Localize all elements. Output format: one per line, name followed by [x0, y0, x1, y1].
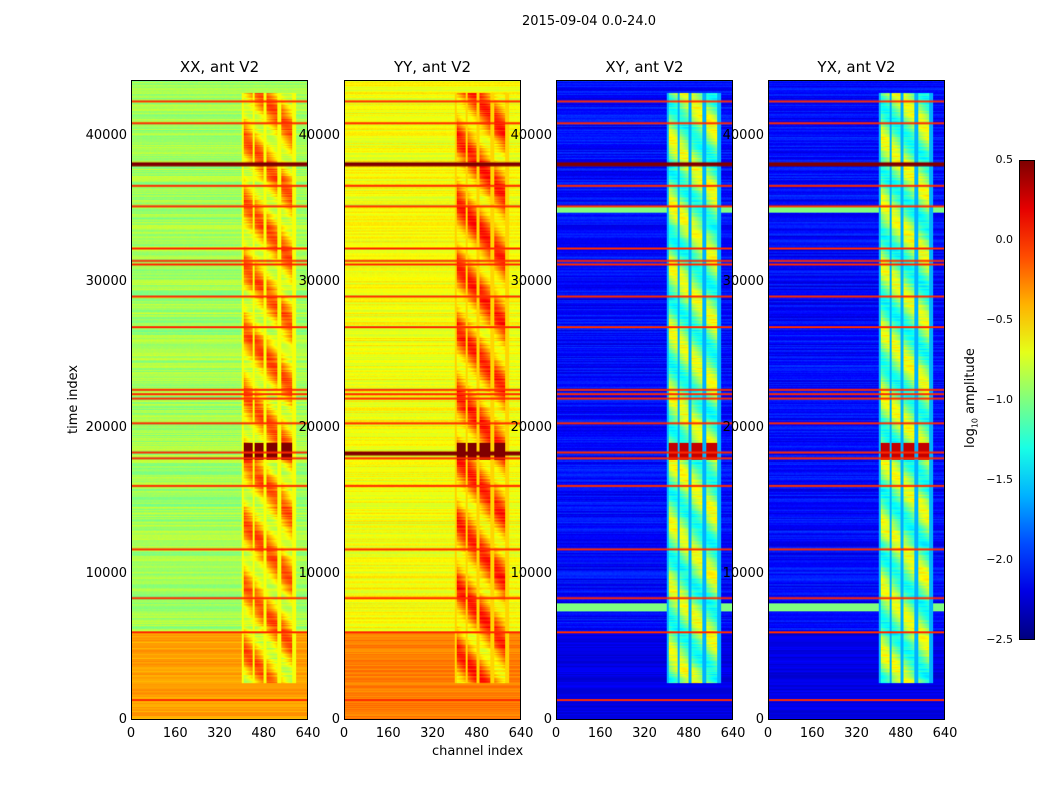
x-tick-label: 480 [464, 726, 490, 741]
x-tick-label: 640 [932, 726, 958, 741]
heatmap-panel-3: YX, ant V2 0 160 320 480 640 0 10000 20000 30000 4… [723, 58, 958, 741]
heatmap-panel-1: YY, ant V2 0 160 320 480 640 0 10000 20000 30000 4… [299, 58, 534, 741]
x-tick-label: 0 [126, 726, 136, 741]
y-tick-label: 10000 [85, 565, 127, 581]
x-tick-label: 320 [207, 726, 232, 741]
y-tick-label: 40000 [722, 127, 764, 143]
y-axis-label: time index [66, 364, 81, 434]
x-tick-label: 0 [339, 726, 349, 741]
x-tick-label: 320 [420, 726, 445, 741]
x-tick-label: 160 [375, 726, 401, 741]
x-tick-label: 160 [799, 726, 825, 741]
x-tick-label: 320 [632, 726, 657, 741]
colorbar-tick-label: −2.0 [986, 553, 1013, 566]
y-tick-label: 30000 [510, 273, 552, 289]
colorbar-tick-label: −1.0 [986, 393, 1013, 406]
heatmap-image [768, 80, 945, 720]
colorbar-tick-label: −0.5 [986, 313, 1013, 326]
panel-title: YY, ant V2 [393, 58, 471, 76]
y-tick-label: 40000 [298, 127, 340, 143]
figure-title: 2015-09-04 0.0-24.0 [522, 14, 656, 29]
y-tick-label: 30000 [298, 273, 340, 289]
x-tick-label: 0 [763, 726, 773, 741]
colorbar-tick-label: 0.0 [995, 233, 1014, 246]
y-tick-label: 10000 [722, 565, 764, 581]
y-tick-label: 0 [755, 712, 764, 727]
panel-title: XX, ant V2 [179, 58, 260, 76]
y-tick-label: 20000 [85, 419, 127, 435]
x-tick-label: 160 [587, 726, 613, 741]
y-tick-label: 0 [543, 712, 552, 727]
colorbar [1019, 160, 1035, 640]
colorbar-label: log10 amplitude [963, 348, 980, 448]
x-tick-label: 480 [676, 726, 702, 741]
y-tick-label: 20000 [510, 419, 552, 435]
y-tick-label: 20000 [722, 419, 764, 435]
colorbar-tick-label: −2.5 [986, 633, 1013, 646]
y-tick-label: 30000 [85, 273, 127, 289]
colorbar-tick-label: 0.5 [995, 153, 1014, 166]
panel-title: XY, ant V2 [605, 58, 684, 76]
y-tick-label: 0 [331, 712, 340, 727]
x-tick-label: 160 [162, 726, 188, 741]
y-tick-label: 30000 [722, 273, 764, 289]
y-tick-label: 40000 [510, 127, 552, 143]
x-tick-label: 480 [888, 726, 914, 741]
y-tick-label: 20000 [298, 419, 340, 435]
y-tick-label: 10000 [510, 565, 552, 581]
x-tick-label: 320 [844, 726, 869, 741]
panel-title: YX, ant V2 [817, 58, 896, 76]
x-tick-label: 640 [295, 726, 321, 741]
colorbar-tick-label: −1.5 [986, 473, 1013, 486]
x-tick-label: 480 [251, 726, 277, 741]
x-tick-label: 0 [551, 726, 561, 741]
x-axis-label: channel index [432, 744, 524, 759]
heatmap-panel-0: XX, ant V2 0 160 320 480 640 0 10000 20000 30000 4… [86, 58, 321, 741]
x-tick-label: 640 [720, 726, 746, 741]
heatmap-image [131, 80, 308, 720]
y-tick-label: 0 [118, 712, 127, 727]
x-tick-label: 640 [508, 726, 534, 741]
heatmap-panel-2: XY, ant V2 0 160 320 480 640 0 10000 20000 30000 4… [511, 58, 746, 741]
heatmap-image [344, 80, 521, 720]
y-tick-label: 40000 [85, 127, 127, 143]
y-tick-label: 10000 [298, 565, 340, 581]
heatmap-image [556, 80, 733, 720]
